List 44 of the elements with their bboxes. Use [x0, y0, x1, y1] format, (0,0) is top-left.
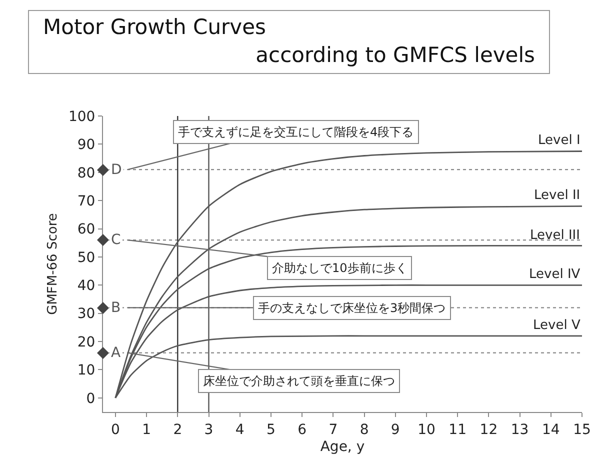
annotation: 介助なしで10歩前に歩く	[272, 261, 408, 275]
series-label: Level III	[530, 228, 580, 243]
x-tick-label: 11	[448, 422, 466, 438]
chart-subtitle: according to GMFCS levels	[254, 43, 535, 67]
x-tick-label: 12	[480, 422, 498, 438]
ref-line-label: C	[111, 232, 121, 248]
y-axis-title: GMFM-66 Score	[45, 213, 60, 315]
series-label: Level V	[533, 318, 580, 333]
ref-line-label: B	[111, 300, 121, 316]
series-label: Level I	[538, 133, 580, 148]
x-tick-label: 1	[142, 422, 152, 438]
x-tick-label: 7	[328, 422, 338, 438]
x-tick-label: 14	[542, 422, 560, 438]
chart-title: Motor Growth Curves	[43, 15, 267, 39]
x-tick-label: 5	[266, 422, 276, 438]
ref-line-label: D	[111, 162, 122, 178]
x-tick-label: 13	[510, 422, 529, 438]
y-tick-label: 20	[77, 334, 96, 350]
x-tick-label: 6	[298, 422, 307, 438]
y-tick-label: 80	[77, 165, 96, 182]
y-tick-label: 30	[77, 306, 96, 322]
x-tick-label: 4	[235, 422, 244, 438]
x-tick-label: 9	[390, 422, 400, 438]
x-axis-title: Age, y	[320, 439, 365, 456]
annotation: 手の支えなしで床坐位を3秒間保つ	[258, 301, 446, 315]
y-tick-label: 100	[68, 108, 96, 125]
y-tick-label: 90	[77, 137, 96, 154]
x-tick-label: 15	[573, 422, 591, 438]
y-tick-label: 0	[86, 390, 96, 407]
y-tick-label: 10	[77, 362, 96, 379]
y-tick-label: 50	[77, 250, 96, 266]
annotation: 手で支えずに足を交互にして階段を4段下る	[178, 125, 414, 139]
series-label: Level IV	[529, 267, 580, 282]
annotation: 床坐位で介助されて頭を垂直に保つ	[203, 374, 395, 388]
x-tick-label: 0	[110, 422, 120, 438]
y-tick-label: 40	[77, 278, 96, 294]
series-label: Level II	[534, 188, 580, 203]
y-tick-label: 70	[77, 193, 96, 210]
x-tick-label: 2	[173, 422, 182, 438]
x-tick-label: 10	[418, 422, 436, 438]
x-tick-label: 3	[204, 422, 214, 438]
x-tick-label: 8	[360, 422, 369, 438]
ref-line-label: A	[111, 345, 121, 361]
y-tick-label: 60	[77, 222, 96, 238]
